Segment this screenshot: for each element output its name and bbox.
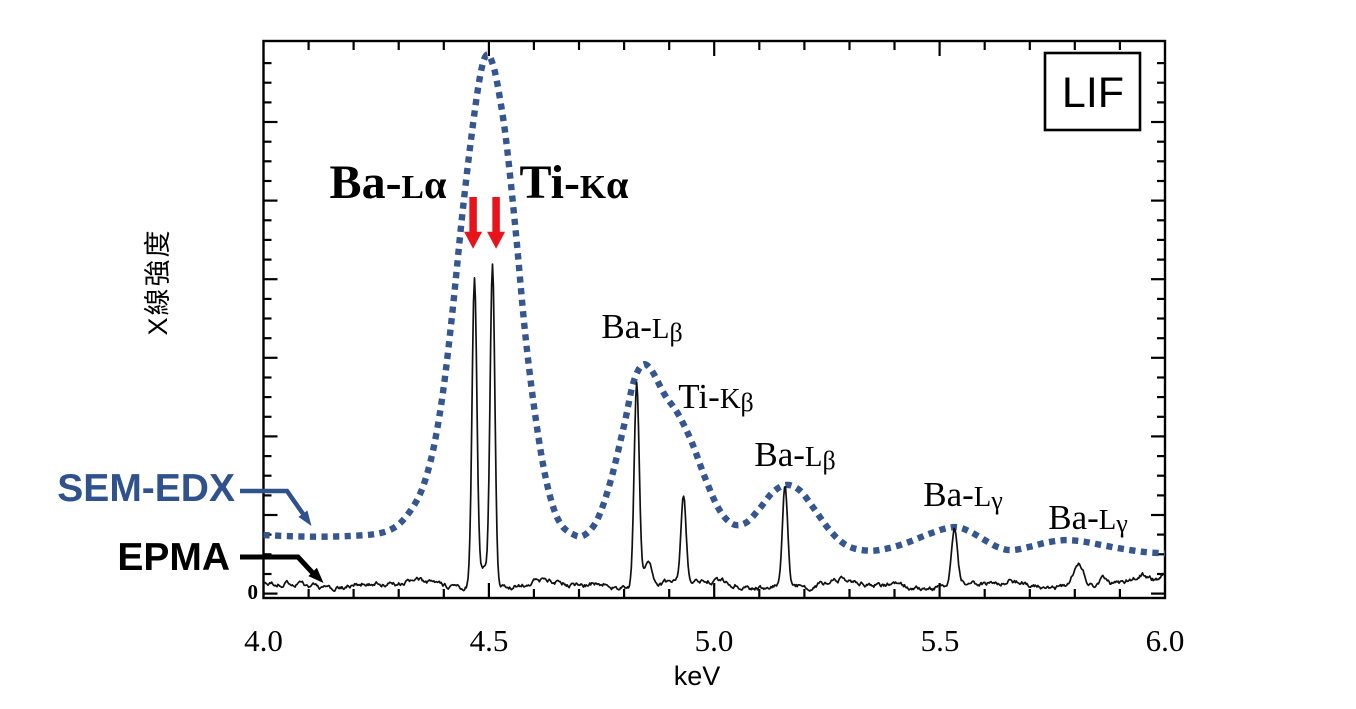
peak-label-ba-l-alpha: Ba-Lα xyxy=(330,156,447,209)
y-axis-title: X線強度 xyxy=(143,228,173,335)
legend-sem-edx: SEM-EDX xyxy=(57,467,235,510)
crystal-label-box xyxy=(1043,51,1142,132)
peak-label-ti-k-beta: Ti-Kβ xyxy=(678,377,753,417)
peak-label-ba-l-gamma-2: Ba-Lγ xyxy=(1048,498,1128,538)
epma-curve xyxy=(262,263,1166,592)
x-tick-5.0: 5.0 xyxy=(695,623,734,658)
x-axis-title: keV xyxy=(674,661,721,691)
axis-ticks xyxy=(263,41,1165,598)
x-tick-4.0: 4.0 xyxy=(244,623,283,658)
x-tick-5.5: 5.5 xyxy=(921,623,960,658)
sem-edx-pointer-arrow xyxy=(240,488,312,526)
sem-edx-curve xyxy=(263,51,1166,557)
epma-pointer-arrow xyxy=(240,554,324,583)
crystal-label: LIF xyxy=(1062,69,1124,117)
peak-label-ti-k-alpha: Ti-Kα xyxy=(519,156,629,209)
plot-frame xyxy=(262,39,1167,600)
y-axis-origin-label: 0 xyxy=(248,580,259,604)
x-tick-4.5: 4.5 xyxy=(470,623,509,658)
peak-marker-arrows xyxy=(464,197,506,249)
x-tick-6.0: 6.0 xyxy=(1146,623,1185,658)
legend-epma: EPMA xyxy=(117,536,230,579)
peak-label-ba-l-beta-2: Ba-Lβ xyxy=(754,435,835,475)
peak-label-ba-l-beta-1: Ba-Lβ xyxy=(601,307,682,347)
peak-label-ba-l-gamma-1: Ba-Lγ xyxy=(923,475,1003,515)
